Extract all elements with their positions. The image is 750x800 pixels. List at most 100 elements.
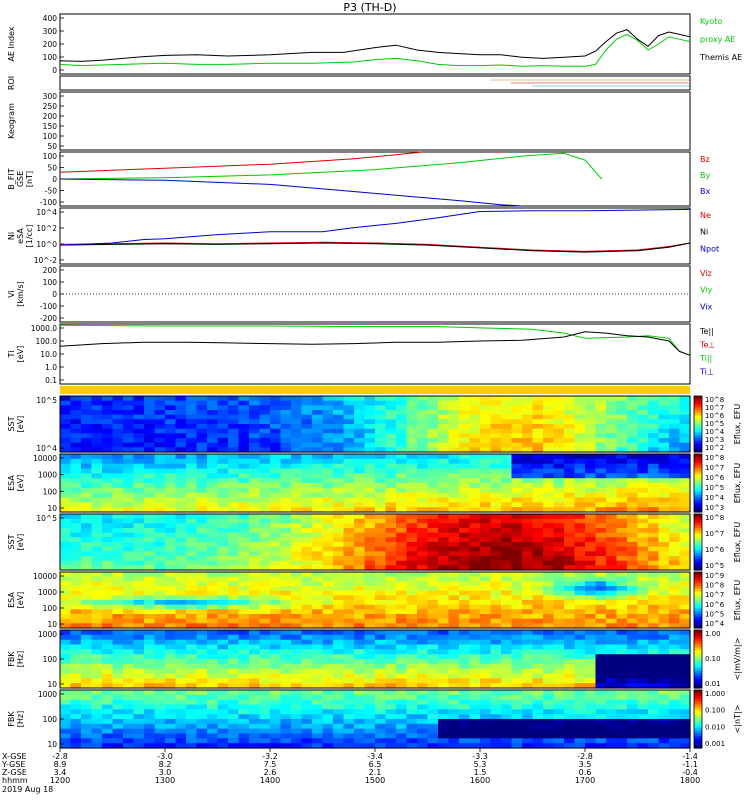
heatmap-cell bbox=[81, 649, 93, 655]
heatmap-cell bbox=[354, 644, 366, 650]
heatmap-cell bbox=[532, 649, 544, 655]
heatmap-cell bbox=[144, 442, 156, 448]
heatmap-cell bbox=[375, 478, 387, 484]
heatmap-cell bbox=[459, 556, 471, 562]
colorbar-step bbox=[694, 583, 702, 587]
colorbar-tick: 10^8 bbox=[705, 582, 724, 590]
heatmap-cell bbox=[343, 454, 355, 460]
heatmap-cell bbox=[270, 556, 282, 562]
heatmap-cell bbox=[112, 514, 124, 520]
heatmap-cell bbox=[154, 424, 166, 430]
heatmap-cell bbox=[543, 473, 555, 479]
heatmap-cell bbox=[333, 728, 345, 735]
heatmap-cell bbox=[165, 424, 177, 430]
heatmap-cell bbox=[511, 639, 523, 646]
heatmap-cell bbox=[301, 560, 313, 566]
heatmap-cell bbox=[60, 458, 72, 465]
heatmap-cell bbox=[207, 704, 219, 710]
heatmap-cell bbox=[669, 468, 681, 474]
colorbar-step bbox=[694, 698, 702, 703]
heatmap-cell bbox=[543, 738, 555, 744]
heatmap-cell bbox=[333, 463, 345, 470]
heatmap-cell bbox=[438, 478, 450, 484]
heatmap-cell bbox=[70, 514, 82, 520]
heatmap-cell bbox=[81, 618, 93, 624]
heatmap-cell bbox=[259, 659, 271, 665]
heatmap-cell bbox=[375, 694, 387, 701]
heatmap-cell bbox=[249, 690, 261, 696]
heatmap-cell bbox=[438, 546, 450, 552]
heatmap-cell bbox=[543, 424, 555, 430]
heatmap-cell bbox=[490, 586, 502, 592]
heatmap-cell bbox=[154, 463, 166, 470]
heatmap-cell bbox=[648, 454, 660, 460]
heatmap-cell bbox=[186, 649, 198, 655]
heatmap-cell bbox=[249, 410, 261, 416]
heatmap-cell bbox=[207, 678, 219, 684]
heatmap-cell bbox=[322, 410, 334, 416]
heatmap-cell bbox=[364, 649, 376, 655]
heatmap-cell bbox=[574, 694, 586, 701]
heatmap-cell bbox=[459, 400, 471, 406]
heatmap-cell bbox=[396, 699, 408, 706]
heatmap-cell bbox=[511, 663, 523, 670]
heatmap-cell bbox=[175, 478, 187, 484]
heatmap-cell bbox=[543, 523, 555, 529]
heatmap-cell bbox=[133, 463, 145, 470]
heatmap-cell bbox=[427, 634, 439, 641]
heatmap-cell bbox=[186, 542, 198, 548]
series-kyoto-proxy-ae bbox=[59, 33, 691, 67]
heatmap-cell bbox=[417, 590, 429, 596]
heatmap-cell bbox=[364, 600, 376, 606]
heatmap-cell bbox=[144, 518, 156, 524]
heatmap-cell bbox=[658, 581, 670, 587]
heatmap-cell bbox=[490, 487, 502, 494]
heatmap-cell bbox=[133, 673, 145, 679]
heatmap-cell bbox=[259, 719, 271, 725]
colorbar-step bbox=[694, 528, 702, 532]
heatmap-cell bbox=[490, 709, 502, 715]
heatmap-cell bbox=[259, 673, 271, 679]
heatmap-cell bbox=[207, 614, 219, 620]
heatmap-cell bbox=[385, 523, 397, 529]
heatmap-cell bbox=[480, 424, 492, 430]
heatmap-cell bbox=[438, 518, 450, 524]
heatmap-cell bbox=[679, 639, 691, 646]
heatmap-cell bbox=[553, 560, 565, 566]
heatmap-cell bbox=[396, 546, 408, 552]
heatmap-cell bbox=[480, 551, 492, 557]
heatmap-cell bbox=[679, 630, 691, 636]
heatmap-cell bbox=[648, 639, 660, 646]
heatmap-cell bbox=[165, 639, 177, 646]
heatmap-cell bbox=[354, 458, 366, 465]
heatmap-cell bbox=[133, 649, 145, 655]
heatmap-cell bbox=[207, 644, 219, 650]
heatmap-cell bbox=[228, 546, 240, 552]
heatmap-cell bbox=[364, 576, 376, 582]
heatmap-cell bbox=[375, 634, 387, 641]
heatmap-cell bbox=[396, 649, 408, 655]
heatmap-cell bbox=[280, 565, 292, 571]
heatmap-cell bbox=[532, 546, 544, 552]
heatmap-cell bbox=[459, 723, 471, 730]
heatmap-cell bbox=[417, 659, 429, 665]
heatmap-cell bbox=[553, 600, 565, 606]
heatmap-cell bbox=[228, 497, 240, 503]
heatmap-cell bbox=[564, 699, 576, 706]
heatmap-cell bbox=[490, 454, 502, 460]
heatmap-cell bbox=[301, 414, 313, 420]
series-npot bbox=[59, 208, 691, 246]
heatmap-cell bbox=[459, 614, 471, 620]
heatmap-cell bbox=[196, 473, 208, 479]
heatmap-cell bbox=[322, 447, 334, 453]
heatmap-cell bbox=[312, 663, 324, 670]
heatmap-cell bbox=[522, 532, 534, 538]
heatmap-cell bbox=[291, 442, 303, 448]
heatmap-cell bbox=[133, 433, 145, 439]
heatmap-cell bbox=[343, 537, 355, 543]
heatmap-cell bbox=[186, 492, 198, 499]
heatmap-cell bbox=[532, 507, 544, 513]
heatmap-cell bbox=[165, 604, 177, 610]
